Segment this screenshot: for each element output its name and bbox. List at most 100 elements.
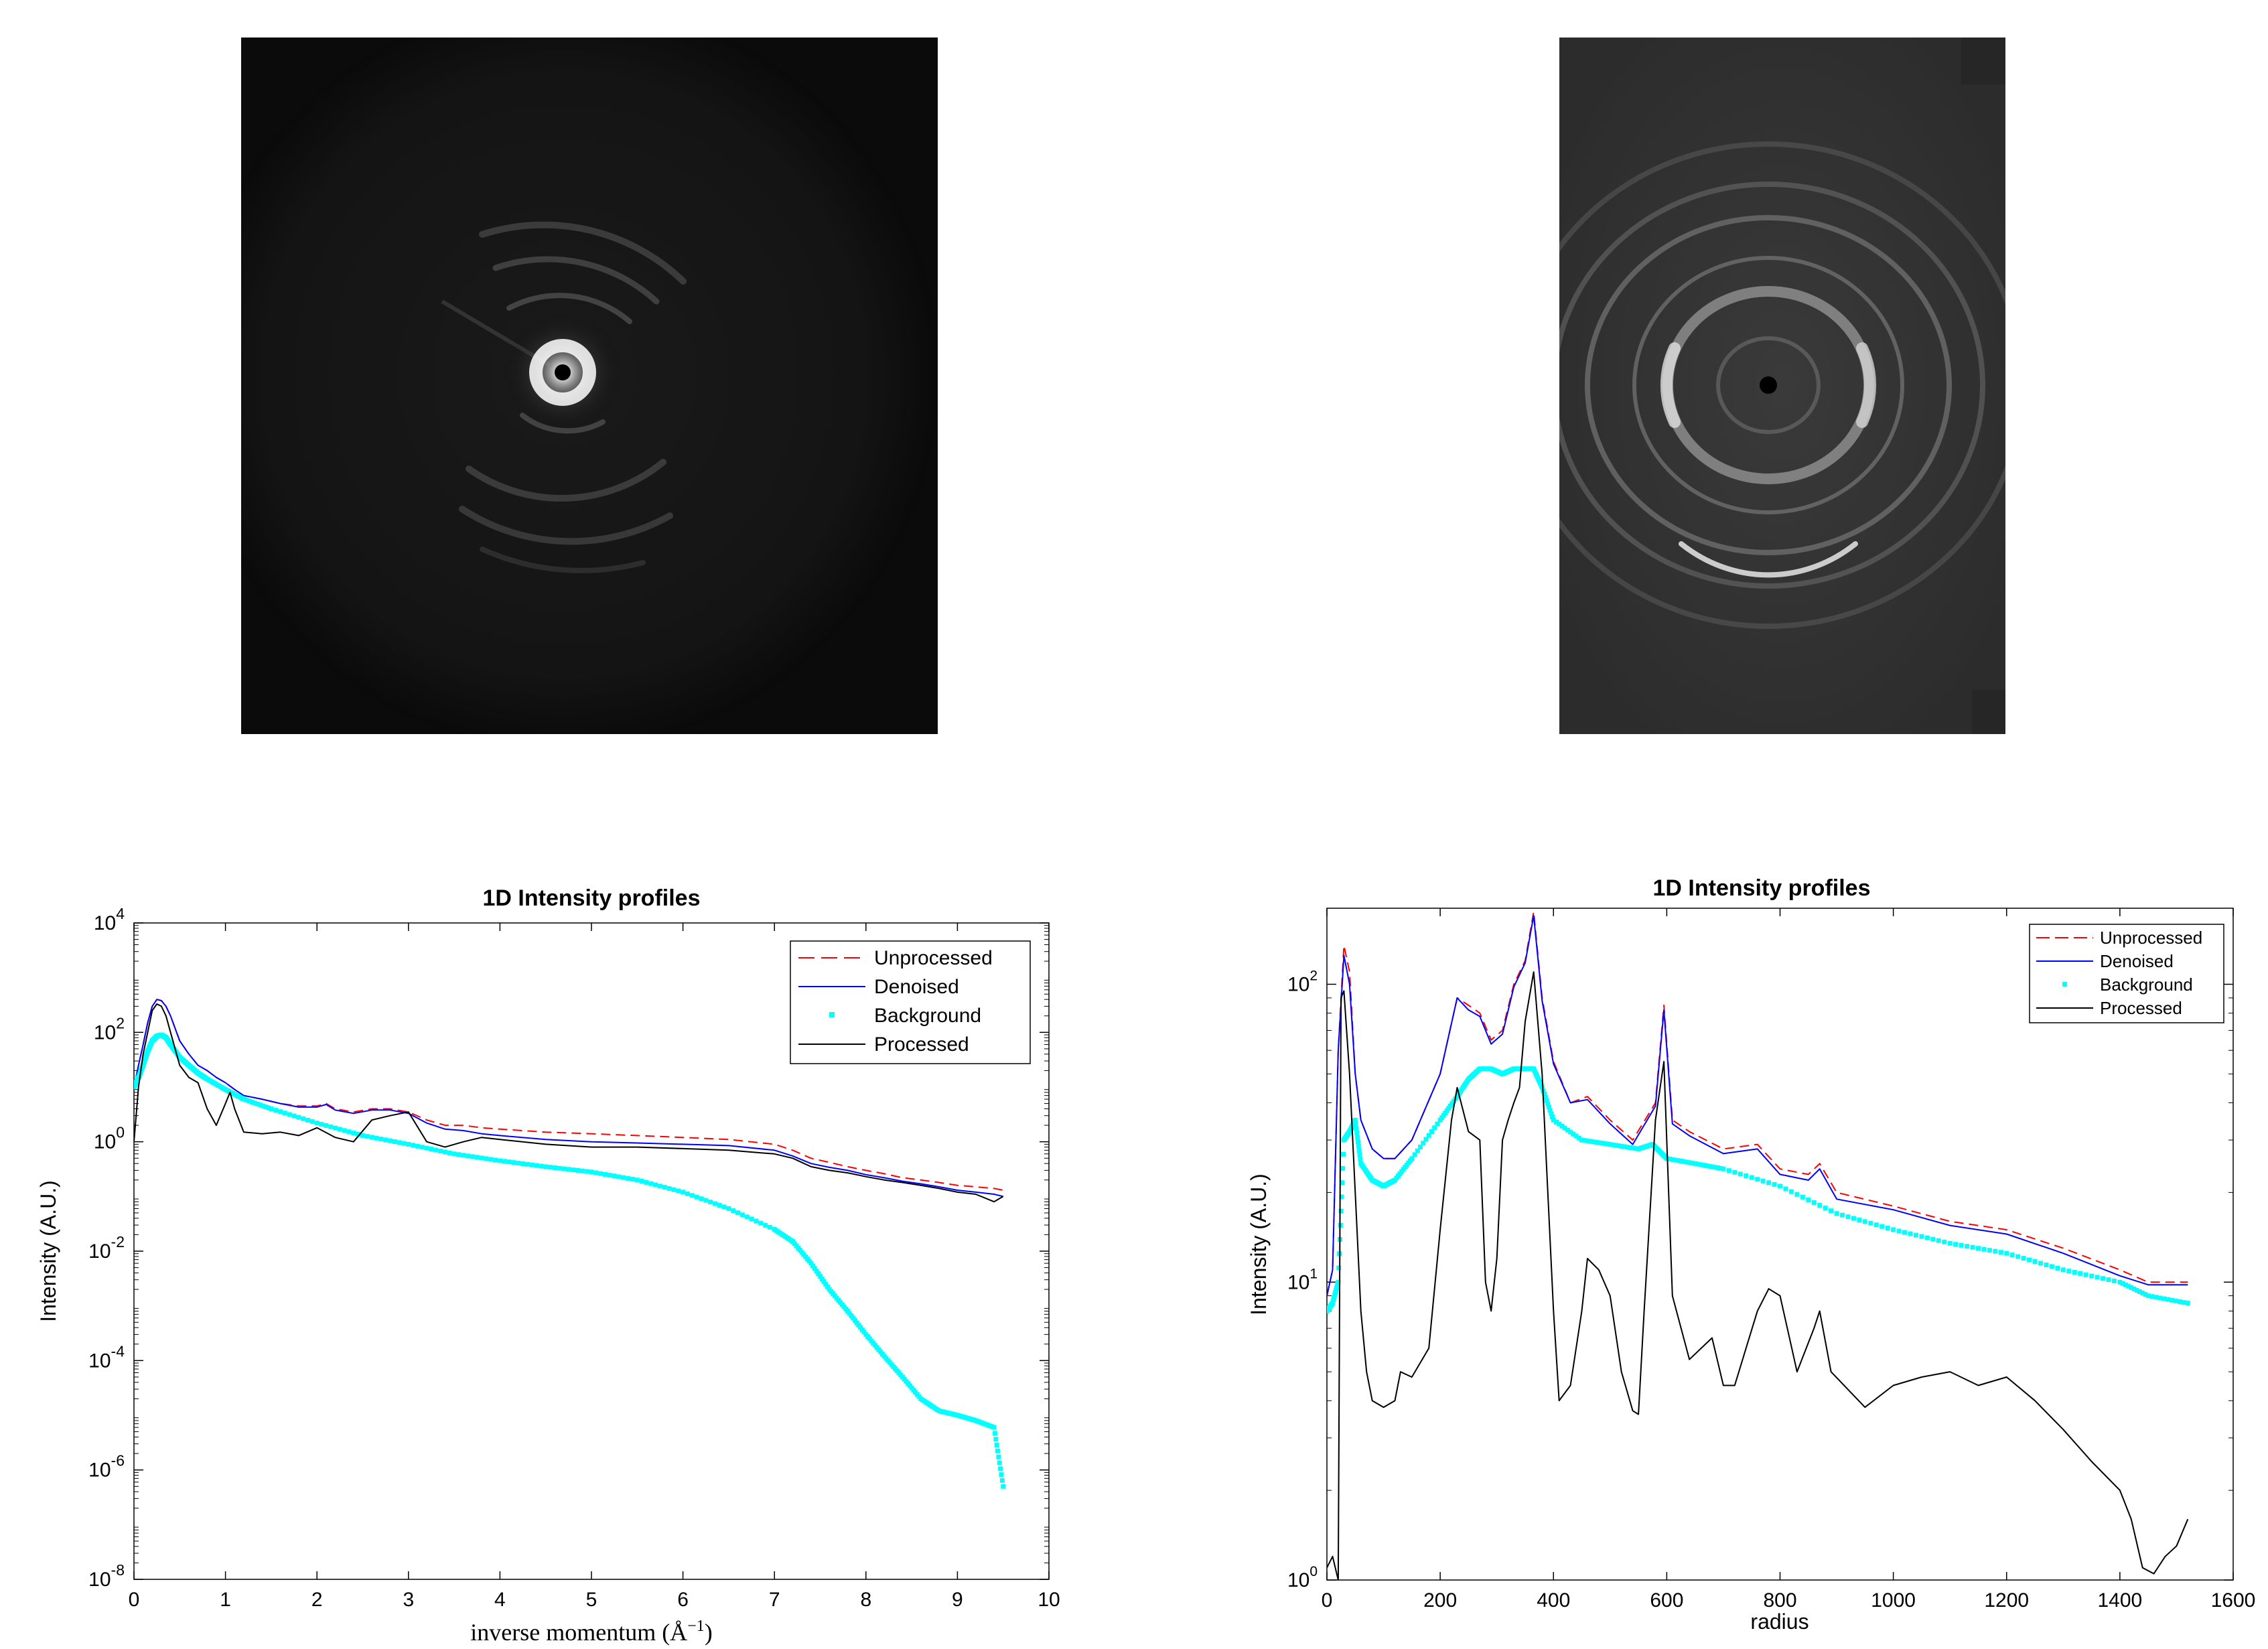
plot-right-series-background-point [1338, 1208, 1344, 1214]
plot-left-xtick-label: 8 [860, 1589, 871, 1611]
plot-right-series-background-point [2089, 1273, 2095, 1279]
plot-left-series-background-point [266, 1105, 271, 1110]
plot-right-xtick-label: 800 [1763, 1589, 1796, 1611]
plot-left-series-background-point [992, 1431, 997, 1436]
plot-right-series-background-point [1975, 1246, 1981, 1251]
plot-left-series-background-point [703, 1198, 709, 1203]
plot-left-series-background-point [685, 1191, 690, 1196]
plot-left-series-background-point [314, 1121, 320, 1126]
plot-left-series-background-point [721, 1204, 727, 1210]
plot-right-series-background-point [1829, 1208, 1834, 1214]
plot-right-series-background-point [1698, 1162, 1703, 1167]
plot-right-series-background-point [2134, 1287, 2139, 1293]
plot-right-series-background-point [1599, 1141, 1604, 1146]
plot-left-series-background-point [681, 1190, 686, 1195]
plot-left-series-background-point [657, 1184, 662, 1189]
plot-right-series-background-point [1891, 1227, 1896, 1232]
plot-left-ytick-label: 10-2 [88, 1233, 125, 1263]
plot-right-series-background-point [1553, 1119, 1559, 1125]
plot-right-series-background-point [1896, 1228, 1902, 1234]
plot-left-series-background-point [474, 1155, 480, 1160]
plot-left-series-background-point [333, 1125, 338, 1131]
plot-left-series-background-point [644, 1179, 649, 1185]
plot-left-series-background-point [662, 1185, 667, 1190]
plot-left-series-background-point [812, 1266, 817, 1271]
plot-right-series-background-point [1443, 1110, 1448, 1116]
plot-right-series-background-point [1579, 1137, 1585, 1143]
plot-right-series-background-point [1695, 1161, 1701, 1167]
plot-right-series-background-point [2120, 1281, 2125, 1286]
plot-left-series-background-point [374, 1135, 379, 1141]
plot-left-series-background-point [821, 1279, 827, 1284]
plot-right-series-background-point [1987, 1248, 1992, 1253]
plot-right-series-background-point [2060, 1267, 2066, 1273]
plot-right-series-processed [1327, 971, 2189, 1580]
plot-right-series-background-point [1862, 1219, 1867, 1224]
plot-right-series-background-point [1738, 1171, 1743, 1177]
plot-left-series-background-point [241, 1096, 246, 1102]
plot-right-xtick-label: 1000 [1871, 1589, 1916, 1611]
plot-left-series-background-point [814, 1269, 819, 1274]
plot-right-series-background-point [2131, 1286, 2137, 1291]
plot-left-ylabel: Intensity (A.U.) [36, 1180, 60, 1322]
plot-right-series-background-point [1936, 1238, 1941, 1243]
plot-right-series-background-point [2153, 1295, 2159, 1300]
plot-left-series-background-point [991, 1425, 997, 1430]
plot-right-series-background-point [1423, 1137, 1429, 1142]
plot-right-series-background-point [1840, 1212, 1845, 1218]
plot-right-xtick-label: 400 [1537, 1589, 1570, 1611]
plot-right-series-background-point [1542, 1091, 1547, 1096]
plot-right-series-background-point [1993, 1248, 1998, 1254]
plot-right-series-background-point [1415, 1148, 1420, 1153]
plot-right-series-background-point [1336, 1265, 1342, 1271]
plot-right-xtick-label: 200 [1423, 1589, 1457, 1611]
plot-right-series-background-point [1429, 1129, 1434, 1135]
plot-right-series-background-point [2178, 1299, 2183, 1304]
plot-right-series-background-point [2111, 1278, 2117, 1283]
plot-left-series-background-point [548, 1165, 553, 1170]
plot-right-series-background-point [1421, 1141, 1426, 1146]
plot-right-series-background-point [1437, 1117, 1443, 1123]
plot-right-series-background-point [2145, 1293, 2151, 1299]
plot-left-series-background-point [996, 1454, 1001, 1459]
plot-right-series-background-point [1667, 1156, 1673, 1161]
plot-right-series-background-point [1551, 1117, 1556, 1123]
plot-left-series-background-point [607, 1173, 612, 1178]
plot-left-xtick-label: 4 [494, 1589, 506, 1611]
plot-right-series-background-point [1902, 1230, 1908, 1235]
plot-right-series-background-point [1857, 1217, 1862, 1222]
plot-right-series-background-point [1582, 1138, 1587, 1143]
plot-left-xtick-label: 5 [586, 1589, 597, 1611]
plot-right-series-background-point [1449, 1101, 1455, 1106]
plot-right-series-background-point [1354, 1131, 1360, 1136]
plot-right-series-background-point [1432, 1125, 1437, 1131]
plot-left-series-background-point [552, 1165, 557, 1170]
plot-left-series-background-point [291, 1113, 297, 1119]
plot-left-series-background-point [739, 1212, 745, 1218]
plot-left-series-background-point [539, 1163, 544, 1169]
plot-left-series-background-point [493, 1157, 498, 1163]
plot-right-series-background-point [1913, 1232, 1918, 1238]
plot-left-series-background-point [309, 1119, 315, 1125]
plot-right-series-background-point [1670, 1157, 1675, 1162]
plot-left-series-background-point [566, 1167, 571, 1172]
plot-right-series-background-point [2004, 1250, 2009, 1256]
plot-left-series-background-point [319, 1122, 324, 1127]
plot-right-ytick-label: 101 [1287, 1266, 1318, 1293]
plot-right-series-background-point [1947, 1240, 1953, 1246]
plot-left-series-background-point [744, 1214, 750, 1220]
plot-right-ylabel: Intensity (A.U.) [1247, 1173, 1271, 1315]
plot-right-series-background-point [2015, 1254, 2021, 1259]
plot-right-series-background-point [2129, 1285, 2134, 1290]
plot-left-series-background-point [634, 1177, 640, 1183]
plot-left-series-background-point [648, 1181, 654, 1186]
plot-right-series-background-point [1788, 1189, 1794, 1194]
plot-right-series-background-point [1340, 1180, 1345, 1186]
plot-right-ytick-label: 100 [1287, 1564, 1318, 1591]
plot-left-xlabel: inverse momentum (Å−1) [470, 1618, 712, 1646]
plot-right-series-background-point [1778, 1184, 1782, 1189]
plot-right-series-background-point [1426, 1133, 1431, 1138]
plot-left-series-background-point [282, 1110, 287, 1116]
plot-right-series-background-point [1673, 1157, 1678, 1163]
